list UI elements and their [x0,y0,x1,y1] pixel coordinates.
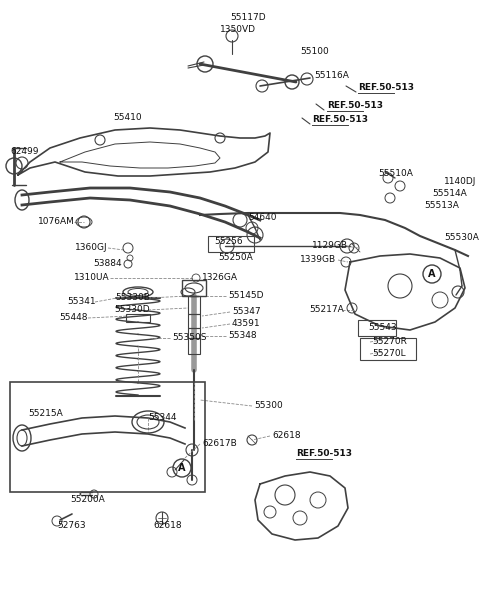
Text: 55350S: 55350S [172,333,206,343]
Bar [188,314,200,328]
Text: 55270R: 55270R [372,338,407,347]
Bar [10,382,205,492]
Text: 55116A: 55116A [314,71,349,80]
Text: 55217A: 55217A [309,306,344,315]
Text: 55410: 55410 [114,113,142,122]
Text: 55200A: 55200A [71,496,106,505]
Text: 52763: 52763 [58,522,86,531]
Text: 55530A: 55530A [444,233,479,242]
Text: 55330D: 55330D [114,306,150,315]
Text: 55215A: 55215A [28,409,63,418]
Bar [188,338,200,354]
Bar [126,314,150,322]
Text: 1076AM: 1076AM [38,218,75,227]
Text: 55100: 55100 [300,48,329,57]
Bar [358,320,396,336]
Text: 55117D: 55117D [230,13,266,22]
Text: 53884: 53884 [94,259,122,268]
Text: 55270L: 55270L [372,350,406,359]
Text: REF.50-513: REF.50-513 [327,101,383,110]
Bar [208,236,254,252]
Text: 55344: 55344 [148,414,177,423]
Text: 55341: 55341 [67,297,96,306]
Text: 1140DJ: 1140DJ [444,177,476,186]
Bar [188,296,200,314]
Text: 55543: 55543 [368,323,396,332]
Text: 55256: 55256 [214,238,242,247]
Text: 62617B: 62617B [202,440,237,449]
Text: 1339GB: 1339GB [300,256,336,265]
Text: REF.50-513: REF.50-513 [312,116,368,124]
Text: 1310UA: 1310UA [74,274,110,282]
Text: 55510A: 55510A [378,168,413,177]
Bar [188,328,200,338]
Text: 55448: 55448 [60,314,88,323]
Text: 55348: 55348 [228,332,257,341]
Text: 55330B: 55330B [115,294,150,303]
Text: 62499: 62499 [10,148,38,157]
Text: 55145D: 55145D [228,291,264,300]
Text: A: A [178,463,186,473]
Text: 55347: 55347 [232,308,261,317]
Text: 55300: 55300 [254,402,283,411]
Bar [360,338,416,360]
Text: 1350VD: 1350VD [220,25,256,34]
Text: 55250A: 55250A [218,253,253,262]
Text: 1360GJ: 1360GJ [75,244,108,253]
Text: REF.50-513: REF.50-513 [358,83,414,92]
Text: 43591: 43591 [232,320,261,329]
Text: 55513A: 55513A [424,201,459,210]
Text: 54640: 54640 [248,213,276,223]
Text: 62618: 62618 [154,522,182,531]
Text: 62618: 62618 [272,432,300,441]
Text: A: A [428,269,436,279]
Text: 1129GB: 1129GB [312,241,348,250]
Text: REF.50-513: REF.50-513 [296,449,352,458]
Text: 1326GA: 1326GA [202,274,238,282]
Bar [182,280,206,296]
Text: 55514A: 55514A [432,189,467,198]
